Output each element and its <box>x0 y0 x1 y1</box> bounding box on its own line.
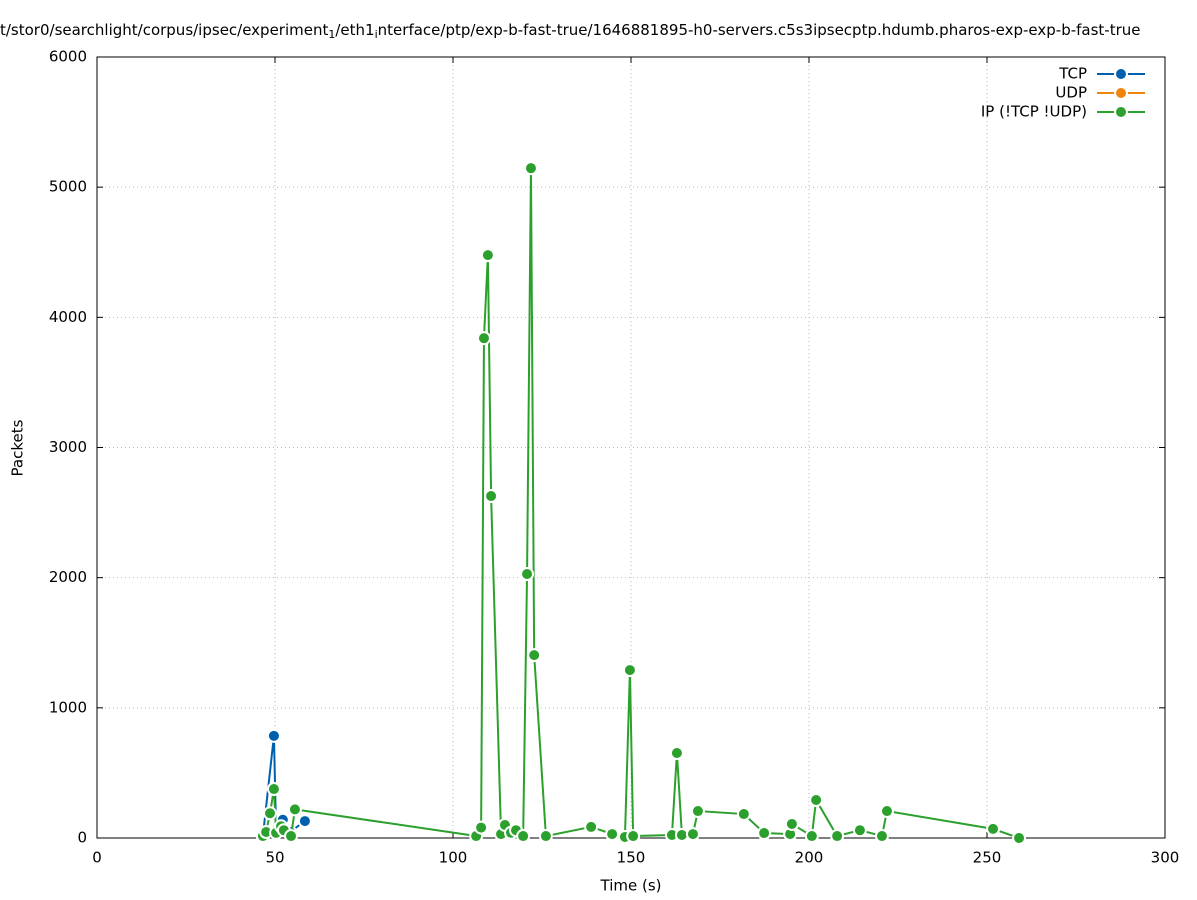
x-axis-label: Time (s) <box>600 877 662 895</box>
data-point <box>757 826 772 841</box>
legend-label: IP (!TCP !UDP) <box>981 103 1087 121</box>
data-point <box>736 807 751 822</box>
y-tick-label: 1000 <box>49 698 87 716</box>
legend-marker <box>1114 86 1128 100</box>
y-tick-label: 4000 <box>49 308 87 326</box>
title-part: nterface/ptp/exp-b-fast-true/1646881895-… <box>378 21 1141 39</box>
legend-label: TCP <box>1058 65 1087 83</box>
data-point <box>520 567 535 582</box>
data-point <box>523 161 538 176</box>
x-tick-label: 150 <box>617 849 646 867</box>
data-point <box>626 829 641 844</box>
y-tick-label: 3000 <box>49 438 87 456</box>
data-point <box>605 827 620 842</box>
x-tick-label: 200 <box>795 849 824 867</box>
data-point <box>263 806 278 821</box>
x-tick-label: 50 <box>265 849 284 867</box>
data-point <box>480 248 495 263</box>
data-point <box>297 814 312 829</box>
data-point <box>852 823 867 838</box>
data-point <box>685 827 700 842</box>
data-point <box>804 829 819 844</box>
data-point <box>474 820 489 835</box>
data-point <box>266 782 281 797</box>
data-point <box>830 829 845 844</box>
data-point <box>690 804 705 819</box>
data-point <box>622 663 637 678</box>
title-part: t/stor0/searchlight/corpus/ipsec/experim… <box>0 21 328 39</box>
y-axis-label: Packets <box>9 419 27 476</box>
legend-label: UDP <box>1055 84 1087 102</box>
x-tick-label: 300 <box>1151 849 1180 867</box>
data-point <box>527 648 542 663</box>
data-point <box>879 804 894 819</box>
data-point <box>484 489 499 504</box>
data-point <box>284 829 299 844</box>
data-point <box>986 821 1001 836</box>
title-part: /eth1 <box>335 21 374 39</box>
x-tick-label: 250 <box>973 849 1002 867</box>
y-tick-label: 2000 <box>49 568 87 586</box>
data-point <box>538 829 553 844</box>
title-subscript: 1 <box>328 28 335 41</box>
data-point <box>809 792 824 807</box>
y-tick-label: 0 <box>77 829 87 847</box>
legend-marker <box>1114 105 1128 119</box>
y-tick-label: 6000 <box>49 48 87 66</box>
data-point <box>266 728 281 743</box>
data-point <box>784 816 799 831</box>
chart-title: t/stor0/searchlight/corpus/ipsec/experim… <box>0 21 1141 42</box>
data-point <box>1012 831 1027 845</box>
data-point <box>584 819 599 834</box>
data-point <box>516 829 531 844</box>
data-point <box>287 802 302 817</box>
legend-marker <box>1114 67 1128 81</box>
x-tick-label: 100 <box>439 849 468 867</box>
x-tick-label: 0 <box>92 849 102 867</box>
y-tick-label: 5000 <box>49 178 87 196</box>
data-point <box>669 746 684 761</box>
data-point <box>476 331 491 346</box>
title-subscript: i <box>375 28 378 41</box>
data-point <box>874 829 889 844</box>
